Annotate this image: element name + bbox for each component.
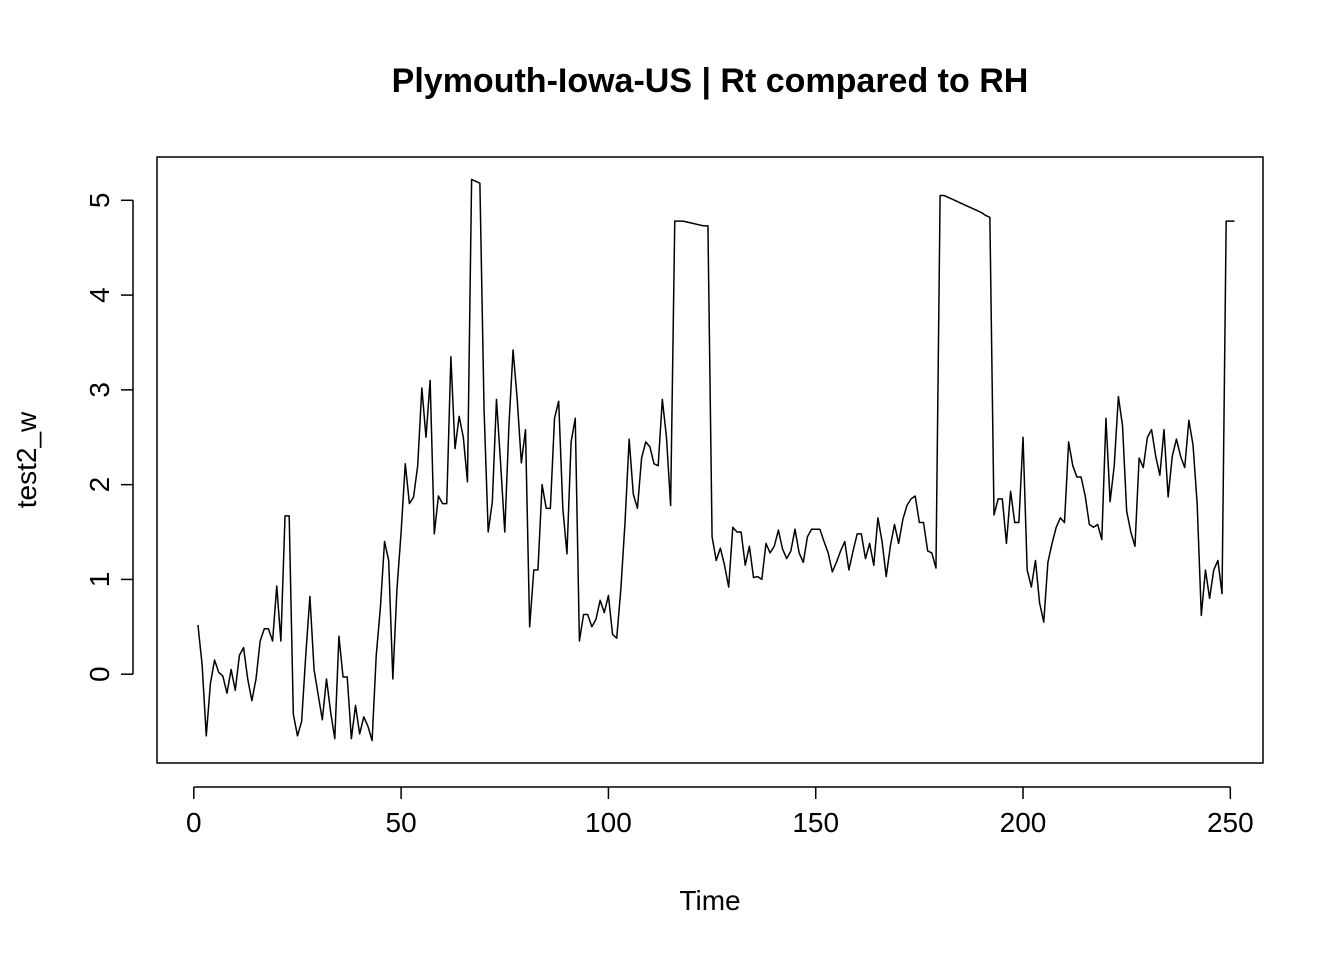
- y-tick-label: 3: [84, 382, 115, 398]
- y-axis-label: test2_w: [11, 411, 42, 508]
- y-tick-label: 1: [84, 572, 115, 588]
- plot-frame: [156, 156, 1264, 764]
- y-tick-label: 4: [84, 287, 115, 303]
- x-tick-label: 150: [792, 807, 839, 838]
- x-tick-label: 0: [186, 807, 202, 838]
- x-tick-label: 100: [585, 807, 632, 838]
- y-tick-label: 0: [84, 666, 115, 682]
- x-tick-label: 200: [1000, 807, 1047, 838]
- x-tick-label: 50: [386, 807, 417, 838]
- y-tick-label: 5: [84, 193, 115, 209]
- x-axis-label: Time: [679, 885, 740, 916]
- series-line: [197, 178, 1235, 742]
- chart-title: Plymouth-Iowa-US | Rt compared to RH: [392, 62, 1029, 100]
- x-tick-label: 250: [1207, 807, 1254, 838]
- y-axis: 0 1 2 3 4 5: [84, 193, 134, 682]
- x-axis: 0 50 100 150 200 250: [186, 786, 1254, 838]
- y-tick-label: 2: [84, 477, 115, 493]
